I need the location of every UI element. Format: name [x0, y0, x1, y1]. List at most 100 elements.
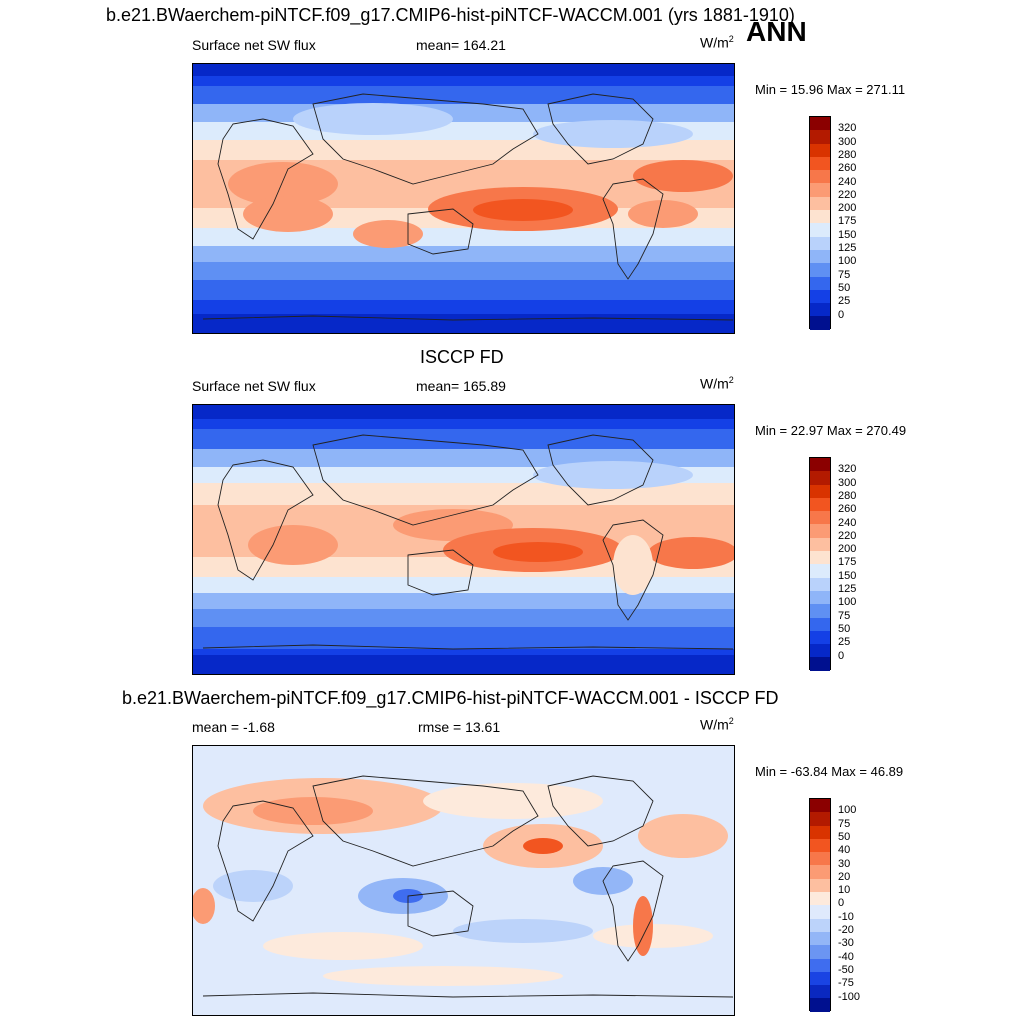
panel2-minmax: Min = 22.97 Max = 270.49	[755, 423, 907, 438]
colorbar-swatch	[810, 183, 830, 197]
panel2-colorbar	[809, 457, 831, 671]
panel3-colorbar	[809, 798, 831, 1012]
colorbar-swatch	[810, 170, 830, 184]
colorbar-swatch	[810, 196, 830, 211]
colorbar-tick-label: 10	[838, 884, 851, 897]
colorbar-tick-label: 280	[838, 148, 857, 161]
colorbar-swatch	[810, 551, 830, 565]
colorbar-tick-label: 125	[838, 242, 857, 254]
colorbar-tick-label: 25	[838, 636, 851, 649]
colorbar-tick-label: 150	[838, 228, 857, 241]
panel2-units: W/m2	[700, 375, 734, 392]
colorbar-swatch	[810, 812, 830, 826]
panel1-variable: Surface net SW flux	[192, 37, 316, 53]
colorbar-swatch	[810, 471, 830, 485]
panel3-rmse: rmse = 13.61	[418, 719, 501, 735]
colorbar-swatch	[810, 945, 830, 959]
colorbar-tick-label: 100	[838, 255, 857, 268]
colorbar-swatch	[810, 143, 830, 157]
colorbar-tick-label: 50	[838, 830, 851, 843]
colorbar-tick-label: 260	[838, 162, 857, 175]
panel1-units: W/m2	[700, 34, 734, 51]
colorbar-tick-label: 0	[838, 897, 845, 910]
panel3-minmax: Min = -63.84 Max = 46.89	[755, 764, 904, 779]
colorbar-swatch	[810, 825, 830, 839]
colorbar-tick-label: 100	[838, 596, 857, 609]
colorbar-swatch	[810, 799, 830, 813]
colorbar-swatch	[810, 537, 830, 552]
colorbar-swatch	[810, 998, 830, 1012]
colorbar-swatch	[810, 905, 830, 919]
panel2-variable: Surface net SW flux	[192, 378, 316, 394]
colorbar-tick-label: 75	[838, 609, 851, 622]
colorbar-tick-label: 300	[838, 135, 857, 148]
colorbar-tick-label: 75	[838, 817, 851, 830]
colorbar-swatch	[810, 918, 830, 932]
colorbar-tick-label: 20	[838, 870, 851, 883]
colorbar-swatch	[810, 971, 830, 986]
colorbar-swatch	[810, 577, 830, 591]
colorbar-tick-label: 0	[838, 308, 845, 321]
colorbar-tick-label: -20	[838, 924, 854, 936]
colorbar-tick-label: -30	[838, 937, 854, 950]
colorbar-tick-label: 75	[838, 268, 851, 281]
colorbar-swatch	[810, 590, 830, 605]
colorbar-swatch	[810, 458, 830, 472]
colorbar-swatch	[810, 892, 830, 906]
colorbar-swatch	[810, 958, 830, 972]
colorbar-tick-label: 125	[838, 583, 857, 595]
colorbar-swatch	[810, 289, 830, 304]
colorbar-swatch	[810, 604, 830, 618]
colorbar-tick-label: -40	[838, 950, 854, 963]
colorbar-tick-label: 40	[838, 844, 851, 857]
colorbar-tick-label: 30	[838, 857, 851, 870]
panel3-units: W/m2	[700, 716, 734, 733]
colorbar-swatch	[810, 156, 830, 171]
season-label: ANN	[746, 16, 807, 47]
colorbar-swatch	[810, 223, 830, 237]
colorbar-tick-label: 50	[838, 622, 851, 635]
panel3-map	[192, 745, 735, 1016]
colorbar-swatch	[810, 838, 830, 853]
colorbar-tick-label: 0	[838, 649, 845, 662]
colorbar-swatch	[810, 617, 830, 631]
colorbar-swatch	[810, 644, 830, 658]
colorbar-tick-label: 240	[838, 516, 857, 529]
colorbar-tick-label: 200	[838, 202, 857, 215]
colorbar-tick-label: -10	[838, 910, 854, 923]
panel1-map	[192, 63, 735, 334]
colorbar-swatch	[810, 931, 830, 946]
colorbar-tick-label: 200	[838, 543, 857, 556]
colorbar-swatch	[810, 564, 830, 578]
colorbar-tick-label: 280	[838, 489, 857, 502]
panel2-map	[192, 404, 735, 675]
colorbar-swatch	[810, 263, 830, 277]
panel3-title: b.e21.BWaerchem-piNTCF.f09_g17.CMIP6-his…	[122, 688, 779, 708]
colorbar-tick-label: 175	[838, 215, 857, 228]
colorbar-swatch	[810, 117, 830, 131]
colorbar-swatch	[810, 878, 830, 893]
panel2-mean: mean= 165.89	[416, 378, 506, 394]
colorbar-swatch	[810, 511, 830, 525]
colorbar-swatch	[810, 249, 830, 264]
panel3-mean: mean = -1.68	[192, 719, 275, 735]
colorbar-tick-label: 100	[838, 804, 857, 817]
colorbar-swatch	[810, 316, 830, 330]
colorbar-swatch	[810, 524, 830, 538]
panel1-minmax: Min = 15.96 Max = 271.11	[755, 82, 906, 97]
colorbar-swatch	[810, 276, 830, 290]
colorbar-tick-label: 175	[838, 556, 857, 569]
colorbar-swatch	[810, 657, 830, 671]
colorbar-tick-label: 25	[838, 295, 851, 308]
colorbar-tick-label: 220	[838, 529, 857, 542]
colorbar-tick-label: 220	[838, 188, 857, 201]
colorbar-tick-label: 320	[838, 463, 857, 476]
panel2-title: ISCCP FD	[420, 347, 504, 367]
colorbar-tick-label: 240	[838, 175, 857, 188]
colorbar-tick-label: -100	[838, 990, 861, 1003]
colorbar-swatch	[810, 303, 830, 317]
figure-title: b.e21.BWaerchem-piNTCF.f09_g17.CMIP6-his…	[106, 5, 795, 25]
colorbar-swatch	[810, 210, 830, 224]
colorbar-tick-label: 320	[838, 122, 857, 135]
colorbar-swatch	[810, 130, 830, 144]
